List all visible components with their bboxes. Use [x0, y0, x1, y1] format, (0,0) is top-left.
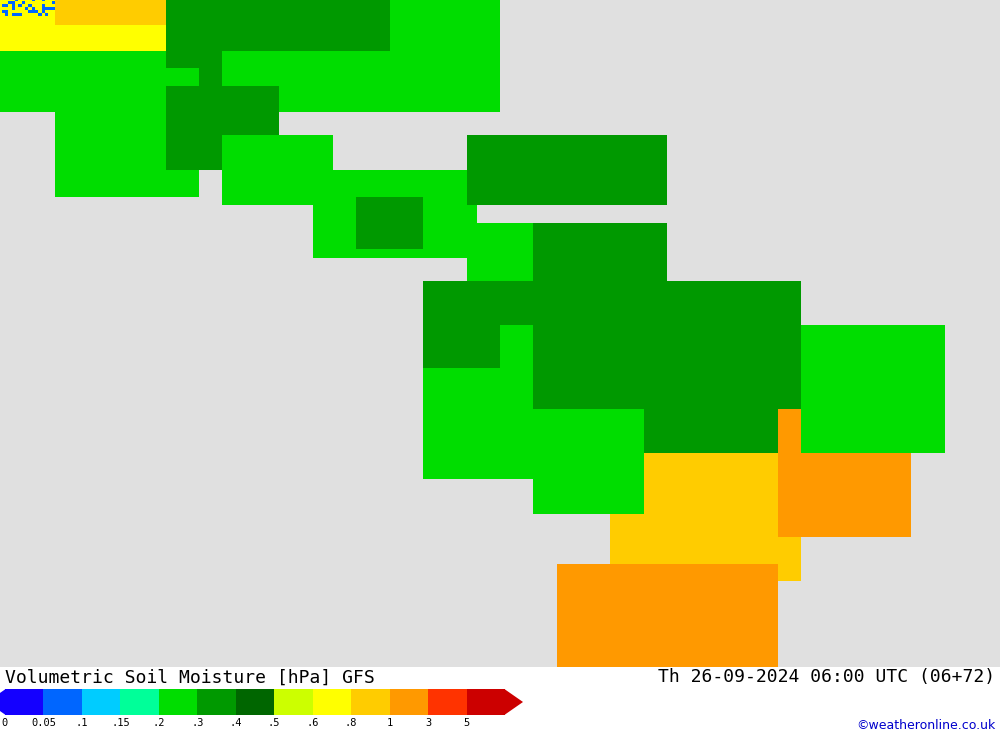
- Text: .5: .5: [268, 718, 280, 728]
- Bar: [428, 690, 467, 715]
- Text: 0.05: 0.05: [31, 718, 56, 728]
- Bar: [5, 690, 43, 715]
- Polygon shape: [0, 690, 5, 715]
- Bar: [159, 690, 197, 715]
- Text: 1: 1: [386, 718, 393, 728]
- Bar: [390, 690, 428, 715]
- Text: Th 26-09-2024 06:00 UTC (06+72): Th 26-09-2024 06:00 UTC (06+72): [658, 668, 995, 686]
- Text: .4: .4: [230, 718, 242, 728]
- Polygon shape: [505, 690, 523, 715]
- Text: 0: 0: [2, 718, 8, 728]
- Bar: [274, 690, 313, 715]
- Text: 3: 3: [425, 718, 431, 728]
- Bar: [120, 690, 159, 715]
- Text: .2: .2: [153, 718, 165, 728]
- Text: .3: .3: [191, 718, 204, 728]
- Text: .1: .1: [76, 718, 88, 728]
- Text: .6: .6: [306, 718, 319, 728]
- Bar: [43, 690, 82, 715]
- Text: .8: .8: [345, 718, 357, 728]
- Bar: [467, 690, 505, 715]
- Text: 5: 5: [463, 718, 470, 728]
- Bar: [351, 690, 390, 715]
- Text: ©weatheronline.co.uk: ©weatheronline.co.uk: [856, 718, 995, 732]
- Bar: [236, 690, 274, 715]
- Bar: [313, 690, 351, 715]
- Bar: [82, 690, 120, 715]
- Bar: [197, 690, 236, 715]
- Text: .15: .15: [111, 718, 130, 728]
- Text: Volumetric Soil Moisture [hPa] GFS: Volumetric Soil Moisture [hPa] GFS: [5, 668, 375, 686]
